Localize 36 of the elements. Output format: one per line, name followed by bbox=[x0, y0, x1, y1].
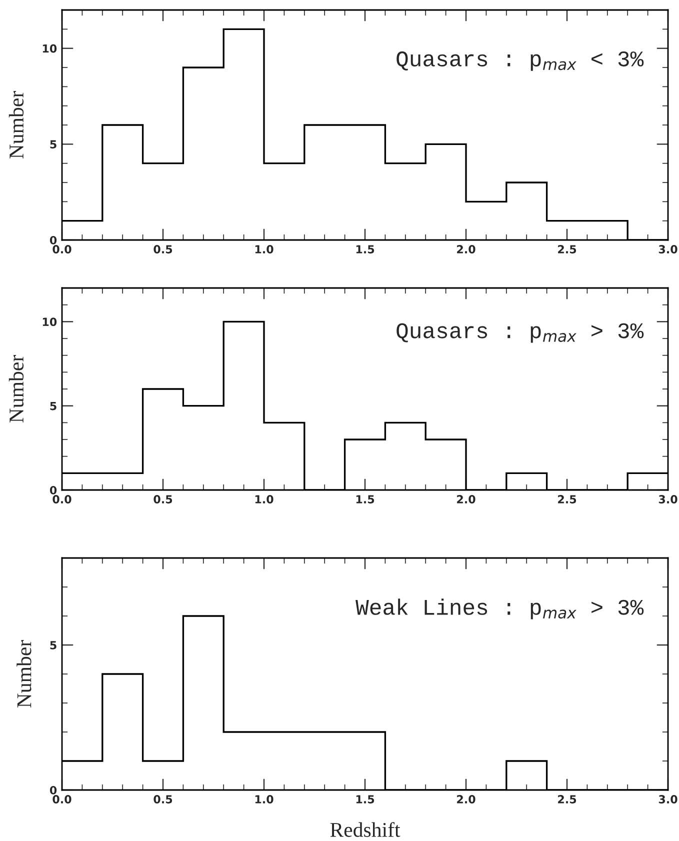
x-tick-label: 0.5 bbox=[154, 795, 172, 804]
y-tick-label: 0 bbox=[50, 236, 57, 244]
x-tick-label: 1.5 bbox=[356, 795, 374, 804]
x-axis-title: Redshift bbox=[330, 822, 400, 837]
x-tick-label: 0.5 bbox=[154, 495, 172, 504]
y-axis-title: Number bbox=[8, 91, 24, 159]
x-tick-label: 1.0 bbox=[255, 795, 274, 804]
x-tick-label: 2.5 bbox=[558, 245, 576, 254]
x-tick-label: 3.0 bbox=[658, 245, 678, 254]
x-tick-label: 1.0 bbox=[255, 245, 274, 254]
x-tick-label: 1.5 bbox=[356, 495, 374, 504]
y-tick-label: 0 bbox=[50, 486, 57, 494]
x-tick-label: 2.0 bbox=[457, 245, 476, 254]
y-tick-label: 10 bbox=[42, 318, 57, 326]
x-tick-label: 2.0 bbox=[457, 495, 476, 504]
x-tick-label: 0.0 bbox=[52, 795, 72, 804]
x-tick-label: 2.5 bbox=[558, 495, 576, 504]
y-tick-label: 5 bbox=[50, 641, 56, 650]
x-tick-label: 3.0 bbox=[658, 495, 678, 504]
y-tick-label: 10 bbox=[42, 44, 57, 53]
annotation: Quasars : p$_{max}$ < 3% bbox=[396, 51, 644, 71]
annotation: Weak Lines : p$_{max}$ > 3% bbox=[356, 598, 644, 620]
x-tick-label: 1.5 bbox=[356, 245, 374, 254]
x-tick-label: 0.5 bbox=[154, 245, 172, 254]
x-tick-label: 0.0 bbox=[52, 495, 72, 504]
x-tick-label: 1.0 bbox=[255, 495, 274, 504]
x-tick-label: 2.0 bbox=[457, 795, 476, 804]
x-tick-label: 0.0 bbox=[52, 245, 72, 254]
y-tick-label: 0 bbox=[50, 786, 57, 794]
y-tick-label: 5 bbox=[50, 402, 56, 410]
y-axis-title: Number bbox=[16, 640, 32, 708]
x-tick-label: 3.0 bbox=[658, 795, 678, 804]
y-axis-title: Number bbox=[8, 355, 24, 423]
annotation: Quasars : p$_{max}$ > 3% bbox=[396, 323, 644, 343]
x-tick-label: 2.5 bbox=[558, 795, 576, 804]
y-tick-label: 5 bbox=[50, 140, 56, 149]
